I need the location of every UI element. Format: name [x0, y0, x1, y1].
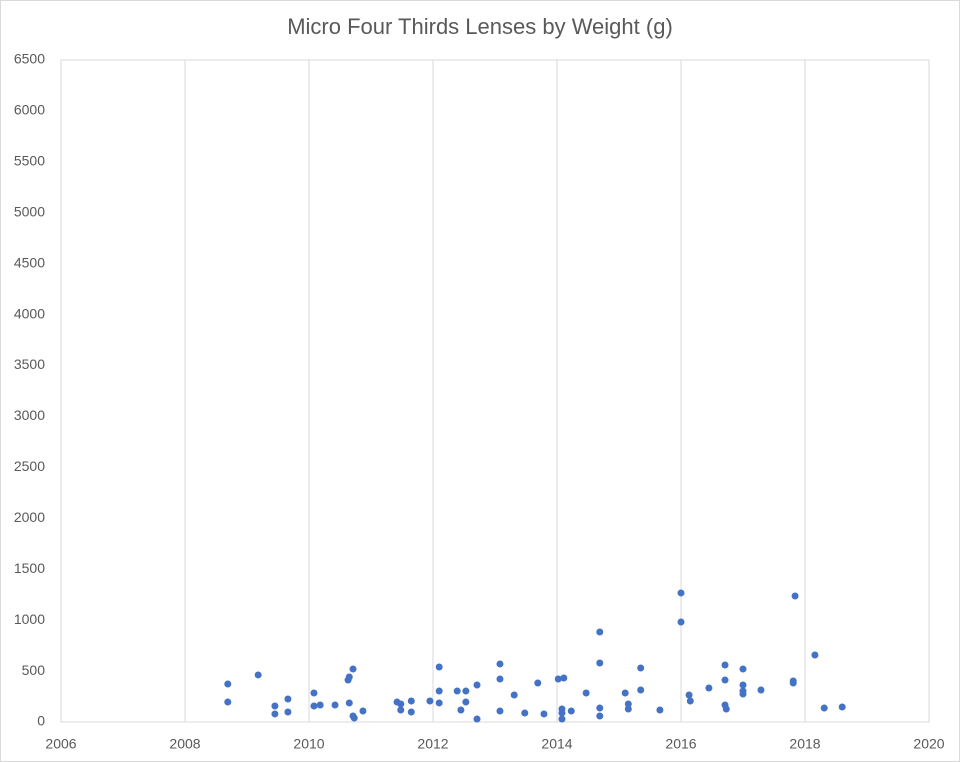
- point: [558, 709, 566, 717]
- y-tick-label: 5500: [14, 153, 45, 169]
- y-tick-label: 4000: [14, 305, 45, 321]
- point: [739, 681, 747, 689]
- point: [496, 675, 504, 683]
- point: [554, 675, 562, 683]
- point: [453, 687, 461, 695]
- point: [350, 714, 358, 722]
- point: [558, 715, 566, 723]
- point: [397, 700, 405, 708]
- point: [791, 592, 799, 600]
- point: [284, 708, 292, 716]
- point: [473, 681, 481, 689]
- point: [435, 699, 443, 707]
- point: [331, 701, 339, 709]
- point: [224, 680, 232, 688]
- point: [596, 628, 604, 636]
- point: [426, 697, 434, 705]
- point: [739, 665, 747, 673]
- point: [705, 684, 713, 692]
- x-tick-label: 2012: [417, 736, 448, 752]
- x-tick-label: 2014: [541, 736, 572, 752]
- y-tick-label: 3500: [14, 356, 45, 372]
- point: [345, 699, 353, 707]
- point: [316, 701, 324, 709]
- point: [560, 674, 568, 682]
- x-tick-label: 2010: [293, 736, 324, 752]
- y-tick-label: 2500: [14, 458, 45, 474]
- point: [811, 651, 819, 659]
- point: [721, 661, 729, 669]
- point: [820, 704, 828, 712]
- x-tick-label: 2018: [789, 736, 820, 752]
- y-tick-label: 4500: [14, 254, 45, 270]
- point: [624, 705, 632, 713]
- point: [838, 703, 846, 711]
- chart-title: Micro Four Thirds Lenses by Weight (g): [287, 14, 673, 39]
- point: [624, 700, 632, 708]
- point: [567, 707, 575, 715]
- y-tick-label: 6000: [14, 102, 45, 118]
- point: [407, 708, 415, 716]
- point: [637, 686, 645, 694]
- point: [271, 710, 279, 718]
- point: [521, 709, 529, 717]
- point: [596, 704, 604, 712]
- point: [510, 691, 518, 699]
- x-tick-label: 2006: [45, 736, 76, 752]
- point: [397, 706, 405, 714]
- y-tick-label: 6500: [14, 51, 45, 67]
- point: [473, 715, 481, 723]
- point: [284, 695, 292, 703]
- point: [271, 702, 279, 710]
- point: [345, 673, 353, 681]
- point: [310, 702, 318, 710]
- point: [435, 663, 443, 671]
- point: [757, 686, 765, 694]
- point: [462, 687, 470, 695]
- point: [656, 706, 664, 714]
- y-tick-label: 1500: [14, 560, 45, 576]
- point: [462, 698, 470, 706]
- point: [677, 589, 685, 597]
- point: [685, 691, 693, 699]
- point: [359, 707, 367, 715]
- point: [686, 697, 694, 705]
- point: [254, 671, 262, 679]
- y-tick-label: 1000: [14, 611, 45, 627]
- point: [457, 706, 465, 714]
- point: [789, 679, 797, 687]
- point: [621, 689, 629, 697]
- point: [496, 707, 504, 715]
- point: [596, 659, 604, 667]
- y-tick-label: 2000: [14, 509, 45, 525]
- x-tick-label: 2020: [913, 736, 944, 752]
- point: [349, 665, 357, 673]
- x-tick-label: 2008: [169, 736, 200, 752]
- point: [534, 679, 542, 687]
- x-tick-label: 2016: [665, 736, 696, 752]
- point: [582, 689, 590, 697]
- y-tick-label: 5000: [14, 203, 45, 219]
- point: [224, 698, 232, 706]
- point: [596, 712, 604, 720]
- point: [496, 660, 504, 668]
- point: [540, 710, 548, 718]
- point: [739, 690, 747, 698]
- y-tick-label: 0: [37, 713, 45, 729]
- point: [310, 689, 318, 697]
- point: [721, 676, 729, 684]
- y-tick-label: 3000: [14, 407, 45, 423]
- point: [637, 664, 645, 672]
- point: [407, 697, 415, 705]
- point: [677, 618, 685, 626]
- y-tick-label: 500: [22, 662, 46, 678]
- point: [722, 705, 730, 713]
- point: [435, 687, 443, 695]
